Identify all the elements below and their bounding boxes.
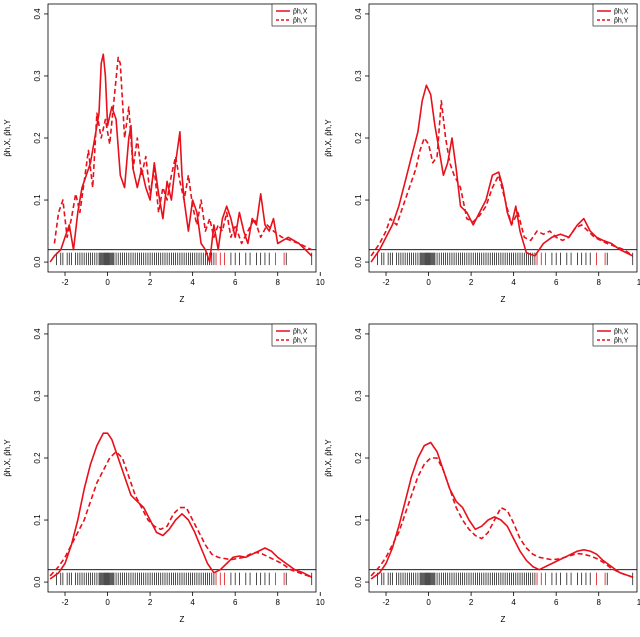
series-line-dashed: [49, 451, 312, 578]
x-tick-label: 10: [637, 278, 640, 287]
x-tick-label: 4: [190, 278, 195, 287]
series-line-dashed: [370, 457, 633, 578]
y-tick-label: 0.3: [33, 390, 42, 402]
series-line-dashed: [53, 56, 313, 251]
x-tick-label: 6: [554, 598, 559, 607]
y-tick-label: 0.0: [33, 576, 42, 588]
x-tick-label: 6: [554, 278, 559, 287]
x-tick-label: 10: [316, 598, 325, 607]
legend-label: p̂h,Y: [614, 338, 629, 345]
y-tick-label: 0.0: [33, 256, 42, 268]
x-tick-label: 4: [511, 278, 516, 287]
y-tick-label: 0.1: [33, 514, 42, 526]
x-tick-label: 2: [148, 598, 153, 607]
legend-label: p̂h,X: [293, 9, 308, 16]
y-axis-title: p̂h,X, p̂h,Y: [324, 439, 333, 477]
x-tick-label: 10: [637, 598, 640, 607]
chart-panel-bottom-left: 0.0 0.1 0.2 0.3 0.4 -2 0 2 4 6 8 10 Zp̂h,X, p̂h,Y p̂h…: [3, 323, 325, 624]
y-tick-label: 0.3: [354, 390, 363, 402]
y-tick-label: 0.1: [354, 514, 363, 526]
x-axis-title: Z: [180, 295, 185, 304]
x-tick-label: 0: [105, 598, 110, 607]
y-tick-label: 0.2: [33, 452, 42, 464]
y-tick-label: 0.0: [354, 256, 363, 268]
x-tick-label: 6: [233, 278, 238, 287]
plot-frame: [368, 3, 638, 273]
y-tick-label: 0.4: [354, 328, 363, 340]
legend-label: p̂h,X: [614, 9, 629, 16]
x-tick-label: -2: [61, 598, 69, 607]
y-tick-label: 0.4: [354, 8, 363, 20]
x-tick-label: -2: [382, 278, 390, 287]
y-tick-label: 0.1: [354, 194, 363, 206]
chart-panel-top-right: 0.0 0.1 0.2 0.3 0.4 -2 0 2 4 6 8 10 Zp̂h,X, p̂h,Y p̂h…: [324, 3, 640, 304]
x-tick-label: 0: [426, 598, 431, 607]
x-axis-title: Z: [180, 615, 185, 624]
y-tick-label: 0.2: [33, 132, 42, 144]
y-tick-label: 0.2: [354, 132, 363, 144]
x-tick-label: -2: [61, 278, 69, 287]
y-axis-title: p̂h,X, p̂h,Y: [324, 119, 333, 157]
x-tick-label: 10: [316, 278, 325, 287]
plot-frame: [47, 323, 317, 593]
series-line-solid: [370, 441, 633, 580]
x-tick-label: 4: [511, 598, 516, 607]
x-tick-label: 2: [148, 278, 153, 287]
x-tick-label: 2: [469, 278, 474, 287]
plot-frame: [368, 323, 638, 593]
y-tick-label: 0.4: [33, 328, 42, 340]
legend-label: p̂h,X: [293, 329, 308, 336]
y-axis-title: p̂h,X, p̂h,Y: [3, 119, 12, 157]
chart-panel-top-left: 0.0 0.1 0.2 0.3 0.4 -2 0 2 4 6 8 10 Zp̂h,X, p̂h,Y p̂h…: [3, 3, 325, 304]
y-tick-label: 0.1: [33, 194, 42, 206]
chart-panel-bottom-right: 0.0 0.1 0.2 0.3 0.4 -2 0 2 4 6 8 10 Zp̂h,X, p̂h,Y p̂h…: [324, 323, 640, 624]
x-tick-label: 8: [596, 278, 601, 287]
y-tick-label: 0.3: [354, 70, 363, 82]
y-tick-label: 0.4: [33, 8, 42, 20]
y-tick-label: 0.0: [354, 576, 363, 588]
x-axis-title: Z: [501, 615, 506, 624]
x-tick-label: 6: [233, 598, 238, 607]
x-tick-label: 4: [190, 598, 195, 607]
legend-label: p̂h,Y: [293, 338, 308, 345]
series-line-solid: [49, 432, 313, 580]
x-tick-label: 8: [275, 598, 280, 607]
series-line-solid: [370, 84, 634, 263]
x-axis-title: Z: [501, 295, 506, 304]
x-tick-label: 8: [596, 598, 601, 607]
legend-label: p̂h,X: [614, 329, 629, 336]
x-tick-label: -2: [382, 598, 390, 607]
series-line-dashed: [370, 100, 634, 257]
legend-label: p̂h,Y: [614, 18, 629, 25]
x-tick-label: 0: [426, 278, 431, 287]
y-tick-label: 0.2: [354, 452, 363, 464]
legend-label: p̂h,Y: [293, 18, 308, 25]
y-axis-title: p̂h,X, p̂h,Y: [3, 439, 12, 477]
x-tick-label: 8: [275, 278, 280, 287]
y-tick-label: 0.3: [33, 70, 42, 82]
x-tick-label: 0: [105, 278, 110, 287]
x-tick-label: 2: [469, 598, 474, 607]
series-line-solid: [49, 53, 313, 263]
